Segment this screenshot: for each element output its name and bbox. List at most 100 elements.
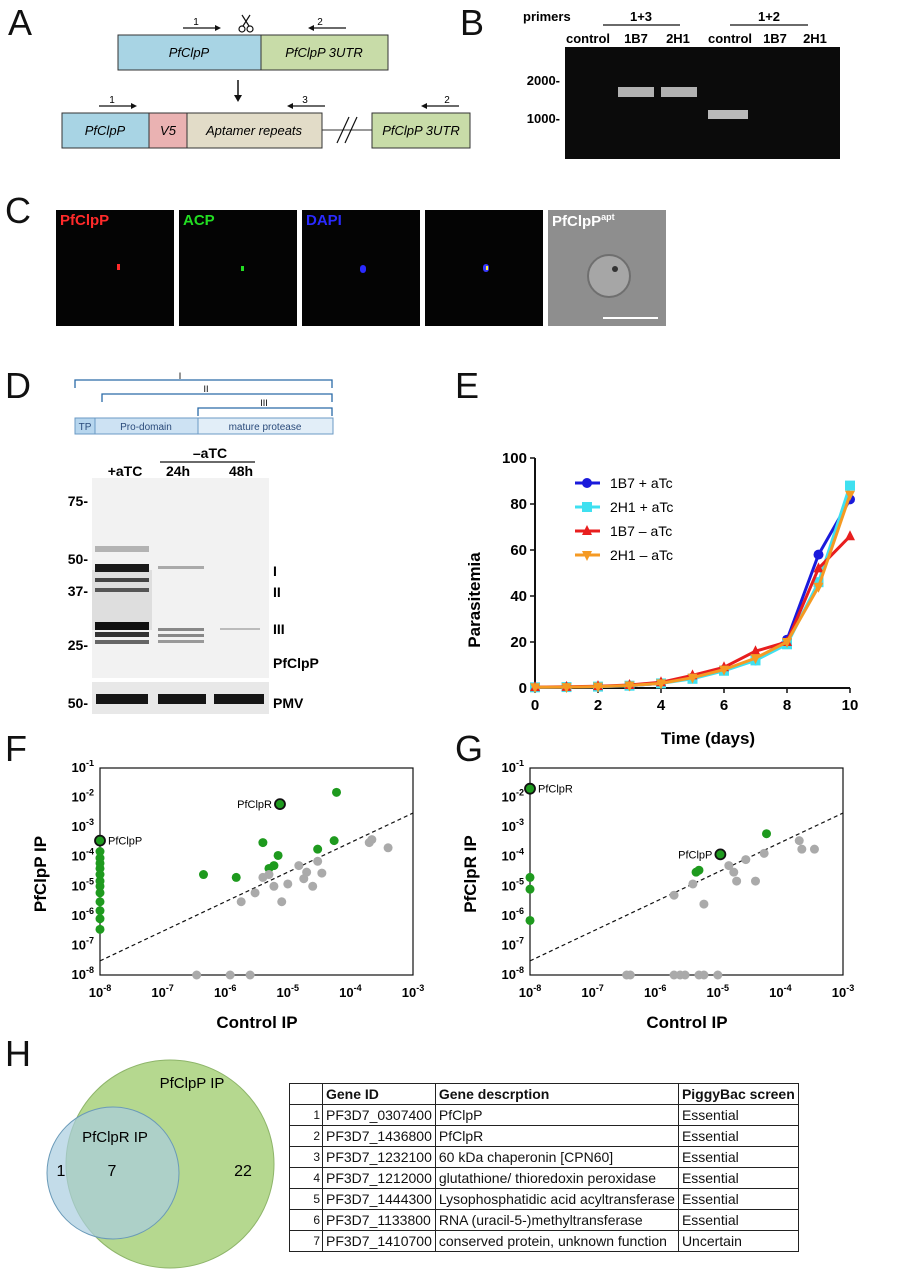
e-legend-label-series-3: 1B7 – aTc bbox=[610, 523, 672, 539]
band-control bbox=[708, 110, 748, 119]
primer-2b-label: 2 bbox=[444, 95, 450, 106]
marker-1000: 1000- bbox=[527, 111, 560, 126]
f-x-tick-label: 10-7 bbox=[151, 983, 173, 1000]
g-annotation-pfclpp: PfClpP bbox=[678, 849, 712, 861]
g-y-tick-label: 10-4 bbox=[502, 847, 524, 864]
48h-label: 48h bbox=[229, 463, 253, 479]
scissors-icon bbox=[238, 14, 254, 33]
g-point-grey bbox=[699, 899, 709, 909]
table-row: 6 PF3D7_1133800 RNA (uracil-5-)methyltrans… bbox=[289, 1209, 799, 1231]
blue-signal bbox=[360, 265, 366, 273]
band-label-ii: II bbox=[273, 584, 281, 600]
piggybac-result: Essential bbox=[677, 1125, 799, 1147]
g-plot-frame bbox=[529, 767, 844, 976]
f-y-tick-label: 10-7 bbox=[72, 935, 94, 952]
panel-letter-b: B bbox=[460, 2, 485, 43]
green-signal bbox=[241, 266, 244, 271]
primer-1-label: 1 bbox=[193, 17, 199, 28]
f-x-tick-label: 10-8 bbox=[89, 983, 111, 1000]
domain-brackets bbox=[74, 379, 333, 416]
gel-image bbox=[565, 47, 840, 159]
f-point-green bbox=[95, 847, 105, 857]
e-point-series-4 bbox=[530, 683, 540, 694]
primer-1b-label: 1 bbox=[109, 95, 115, 106]
g-annotation-pfclpr: PfClpR bbox=[538, 784, 573, 796]
f-point-grey bbox=[308, 881, 318, 891]
e-y-tick-label: 80 bbox=[510, 496, 527, 513]
g-ylabel: PfClpR IP bbox=[461, 835, 480, 912]
f-point-green bbox=[95, 906, 105, 916]
g-point-grey bbox=[759, 848, 769, 858]
gene-id: PF3D7_1444300 bbox=[322, 1188, 436, 1210]
f-diagonal-line bbox=[99, 812, 414, 962]
e-legend-marker-series-4 bbox=[582, 551, 592, 561]
micro-brightfield: PfClpPapt bbox=[548, 210, 666, 326]
lane-control-1: control bbox=[566, 31, 610, 46]
bottom-pfclpp-label: PfClpP bbox=[85, 123, 126, 138]
brightfield-name: PfClpP bbox=[552, 213, 602, 230]
row-index: 3 bbox=[289, 1146, 323, 1168]
row-index: 4 bbox=[289, 1167, 323, 1189]
piggybac-result: Uncertain bbox=[677, 1230, 799, 1252]
e-x-tick-label: 6 bbox=[720, 697, 728, 714]
f-point-grey bbox=[294, 861, 304, 871]
plus-atc-label: +aTC bbox=[108, 463, 143, 479]
e-x-tick-label: 2 bbox=[594, 697, 602, 714]
venn-outer-label: PfClpP IP bbox=[160, 1075, 225, 1092]
f-y-tick-label: 10-5 bbox=[72, 876, 94, 893]
venn-inner-circle bbox=[46, 1106, 180, 1240]
f-point-green bbox=[313, 844, 323, 854]
e-line-series-1 bbox=[534, 498, 852, 689]
panel-g-scatter: PfClpR IP Control IP 10-1 10-2 10-3 10-4 10-… bbox=[461, 760, 854, 1032]
band-2h1 bbox=[661, 87, 697, 97]
row-index: 7 bbox=[289, 1230, 323, 1252]
e-x-tick-label: 10 bbox=[842, 697, 859, 714]
aptamer-label: Aptamer repeats bbox=[205, 123, 303, 138]
f-point-green bbox=[273, 850, 283, 860]
f-annotation-pfclpp: PfClpP bbox=[108, 836, 142, 848]
band-i-plus bbox=[95, 564, 149, 572]
gene-description: PfClpR bbox=[434, 1125, 679, 1147]
primers-label: primers bbox=[523, 9, 571, 24]
venn-inner-label: PfClpR IP bbox=[82, 1129, 148, 1146]
f-point-grey bbox=[250, 888, 260, 898]
gene-id: PF3D7_1436800 bbox=[322, 1125, 436, 1147]
v5-label: V5 bbox=[160, 123, 177, 138]
piggybac-result: Essential bbox=[677, 1188, 799, 1210]
e-point-series-3 bbox=[813, 562, 824, 573]
f-point-green bbox=[95, 924, 105, 934]
primer-2-label: 2 bbox=[317, 17, 323, 28]
band-label-i: I bbox=[273, 563, 277, 579]
micro-dapi: DAPI bbox=[302, 210, 420, 326]
g-point-green bbox=[525, 872, 535, 882]
24h-label: 24h bbox=[166, 463, 190, 479]
f-point-grey bbox=[367, 835, 377, 845]
band-iii-24h bbox=[158, 628, 204, 631]
panel-letter-f: F bbox=[5, 728, 27, 769]
g-point-grey bbox=[729, 867, 739, 877]
channel-pfclpp-label: PfClpP bbox=[60, 212, 110, 229]
g-y-tick-label: 10-2 bbox=[502, 788, 524, 805]
lane-1b7-1: 1B7 bbox=[624, 31, 648, 46]
e-point-series-3 bbox=[750, 645, 761, 656]
brightfield-label: PfClpPapt bbox=[552, 212, 615, 230]
f-xlabel: Control IP bbox=[216, 1013, 297, 1032]
bottom-utr-label: PfClpP 3UTR bbox=[382, 123, 460, 138]
mature-domain-label: mature protease bbox=[229, 422, 302, 433]
row-index: 5 bbox=[289, 1188, 323, 1210]
bottom-construct: PfClpP V5 Aptamer repeats PfClpP 3UTR 1 … bbox=[61, 95, 471, 149]
panel-letter-h: H bbox=[5, 1033, 31, 1074]
g-x-tick-label: 10-6 bbox=[644, 983, 666, 1000]
f-point-green bbox=[269, 861, 279, 871]
f-point-grey bbox=[277, 897, 287, 907]
f-x-tick-label: 10-3 bbox=[402, 983, 424, 1000]
g-x-tick-label: 10-7 bbox=[581, 983, 603, 1000]
f-point-green bbox=[258, 838, 268, 848]
f-point-grey bbox=[283, 879, 293, 889]
f-y-tick-label: 10-3 bbox=[72, 817, 94, 834]
band-1b7 bbox=[618, 87, 654, 97]
f-point-green bbox=[332, 787, 342, 797]
table-row: 2 PF3D7_1436800 PfClpR Essential bbox=[289, 1125, 799, 1147]
bracket-ii-label: II bbox=[203, 384, 208, 394]
g-point-green bbox=[694, 865, 704, 875]
